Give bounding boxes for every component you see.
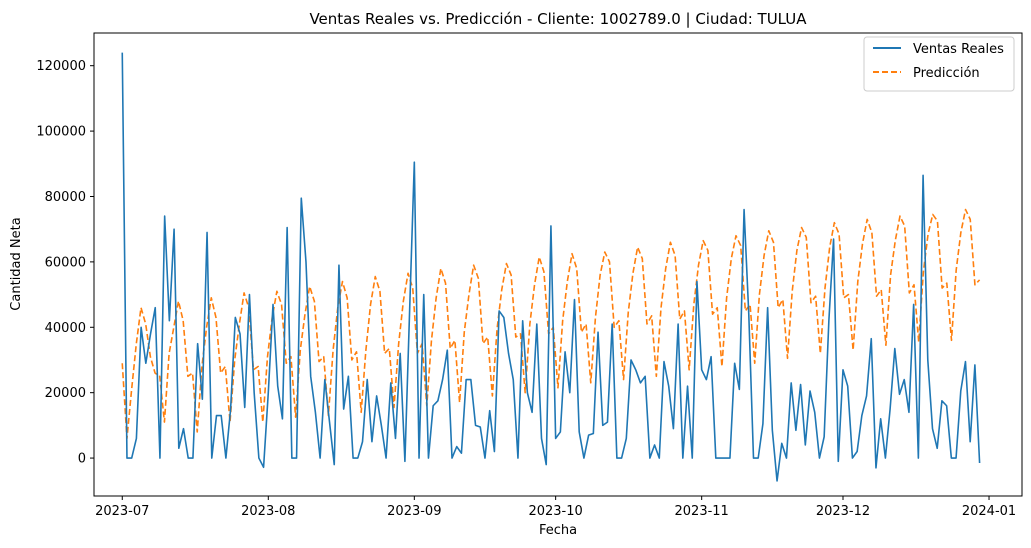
x-tick-label: 2023-09 bbox=[387, 504, 441, 519]
chart-title: Ventas Reales vs. Predicción - Cliente: … bbox=[309, 10, 807, 28]
y-tick-label: 120000 bbox=[36, 59, 86, 74]
y-tick-label: 80000 bbox=[45, 190, 86, 205]
y-axis-ticks: 0 20000 40000 60000 80000 100000 120000 bbox=[36, 59, 94, 467]
x-axis-ticks: 2023-07 2023-08 2023-09 2023-10 2023-11 2023-… bbox=[95, 496, 1016, 519]
legend: Ventas Reales Predicción bbox=[863, 36, 1015, 92]
x-axis-label: Fecha bbox=[539, 523, 577, 538]
y-tick-label: 0 bbox=[78, 452, 86, 467]
plot-frame bbox=[93, 32, 1023, 497]
y-tick-label: 100000 bbox=[36, 125, 86, 140]
y-tick-label: 40000 bbox=[45, 321, 86, 336]
legend-box bbox=[863, 36, 1015, 92]
x-tick-label: 2023-07 bbox=[95, 504, 149, 519]
y-tick-label: 60000 bbox=[45, 255, 86, 270]
series-lines bbox=[121, 52, 981, 482]
series-ventas-reales-line bbox=[121, 52, 981, 482]
legend-label-prediccion: Predicción bbox=[913, 66, 980, 81]
x-tick-label: 2023-10 bbox=[528, 504, 582, 519]
x-tick-label: 2024-01 bbox=[962, 504, 1016, 519]
series-prediccion-line bbox=[121, 208, 981, 440]
y-axis-label: Cantidad Neta bbox=[9, 217, 24, 310]
legend-label-ventas-reales: Ventas Reales bbox=[913, 42, 1004, 57]
x-tick-label: 2023-12 bbox=[816, 504, 870, 519]
x-tick-label: 2023-11 bbox=[675, 504, 729, 519]
y-tick-label: 20000 bbox=[45, 386, 86, 401]
x-tick-label: 2023-08 bbox=[241, 504, 295, 519]
